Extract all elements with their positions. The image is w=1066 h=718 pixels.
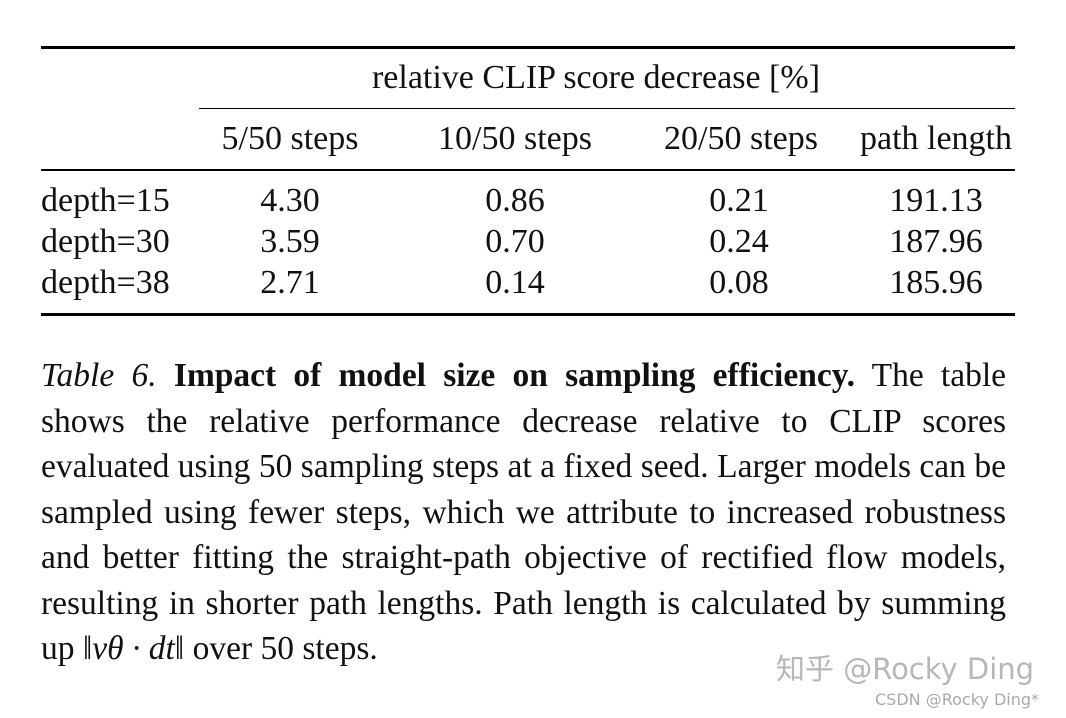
table-cell: 0.21	[709, 182, 769, 219]
table-cell: 0.24	[709, 223, 769, 260]
caption-body: The table shows the relative performance…	[41, 357, 1007, 667]
table-group-header: relative CLIP score decrease [%]	[371, 59, 821, 96]
table-cell: 4.30	[260, 182, 320, 219]
table-cell: 0.86	[485, 182, 545, 219]
table-bottom-rule	[41, 313, 1015, 316]
column-header-path-length: path length	[859, 120, 1013, 157]
table-cell: 3.59	[260, 223, 320, 260]
table-cell: 191.13	[889, 182, 983, 219]
column-header-10-50: 10/50 steps	[438, 120, 592, 157]
table-cell: 0.14	[485, 264, 545, 301]
table-cell: 187.96	[889, 223, 983, 260]
csdn-watermark: CSDN @Rocky Ding*	[875, 690, 1039, 709]
row-label: depth=38	[41, 264, 170, 301]
table-header-rule	[41, 169, 1015, 171]
caption-label: Table 6.	[41, 357, 157, 394]
table-cell: 185.96	[889, 264, 983, 301]
table-top-rule	[41, 46, 1015, 49]
caption-title: Impact of model size on sampling efficie…	[173, 357, 855, 394]
column-header-5-50: 5/50 steps	[221, 120, 359, 157]
row-label: depth=30	[41, 223, 170, 260]
zhihu-watermark: 知乎 @Rocky Ding	[776, 652, 1035, 686]
table-cell: 2.71	[260, 264, 320, 301]
caption-formula: ‖vθ · dt‖	[82, 630, 185, 667]
table-cell: 0.70	[485, 223, 545, 260]
table-cell: 0.08	[709, 264, 769, 301]
table-group-rule	[199, 108, 1015, 109]
caption-tail: over 50 steps.	[192, 630, 378, 667]
column-header-20-50: 20/50 steps	[664, 120, 818, 157]
row-label: depth=15	[41, 182, 170, 219]
table-caption: Table 6. Impact of model size on samplin…	[41, 353, 1006, 672]
